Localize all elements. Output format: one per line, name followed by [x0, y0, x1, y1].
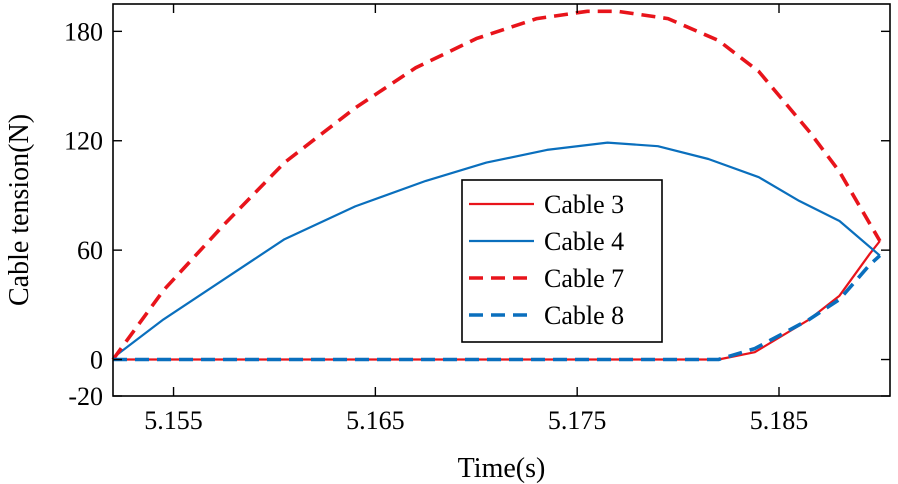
y-tick-label: -20 [68, 382, 103, 411]
x-tick-labels: 5.155 5.165 5.175 5.185 [144, 406, 808, 435]
y-tick-label: 60 [77, 236, 103, 265]
x-tick-label: 5.155 [144, 406, 203, 435]
x-axis-title: Time(s) [458, 453, 546, 484]
series-line-cable-7 [111, 9, 882, 361]
series-line-cable-8 [113, 254, 882, 362]
legend: Cable 3 Cable 4 Cable 7 Cable 8 [461, 179, 663, 343]
x-tick-label: 5.175 [548, 406, 607, 435]
series-lines [111, 9, 882, 362]
series-line-cable-4 [112, 141, 881, 359]
plot-frame [112, 3, 891, 397]
y-axis-title: Cable tension(N) [4, 114, 35, 306]
y-tick-label: 120 [64, 127, 103, 156]
legend-label: Cable 7 [544, 264, 624, 293]
legend-label: Cable 4 [544, 227, 624, 256]
legend-label: Cable 8 [544, 301, 624, 330]
x-tick-label: 5.165 [346, 406, 405, 435]
legend-label: Cable 3 [544, 190, 624, 219]
y-tick-labels: -20 0 60 120 180 [64, 17, 103, 411]
y-tick-label: 180 [64, 17, 103, 46]
axis-ticks [113, 4, 890, 397]
x-tick-label: 5.185 [750, 406, 809, 435]
y-tick-label: 0 [90, 346, 103, 375]
